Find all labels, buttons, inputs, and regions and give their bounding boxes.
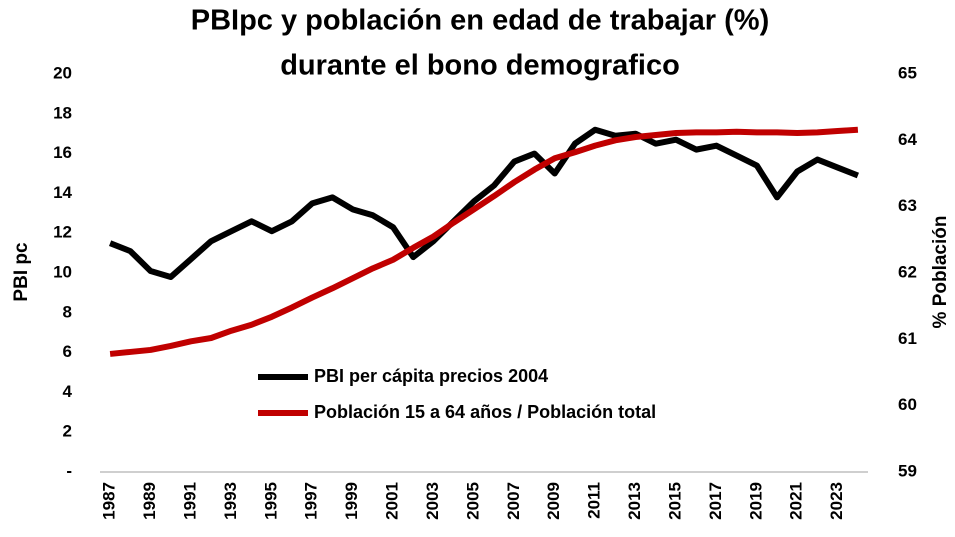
x-tick-label: 2021	[787, 482, 806, 520]
y-tick-label: 14	[53, 183, 72, 202]
x-tick-label: 2023	[827, 482, 846, 520]
chart-title: PBIpc y población en edad de trabajar (%…	[191, 5, 770, 37]
chart-title: durante el bono demografico	[280, 50, 680, 82]
legend-label: Población 15 a 64 años / Población total	[314, 402, 656, 422]
y-tick-label: 2	[63, 422, 72, 441]
x-tick-label: 1989	[140, 482, 159, 520]
x-tick-label: 2003	[423, 482, 442, 520]
y-tick-label: 20	[53, 63, 72, 82]
y-tick-label: 10	[53, 262, 72, 281]
y-tick-label: 12	[53, 223, 72, 242]
y2-tick-label: 64	[898, 130, 917, 149]
x-tick-label: 1995	[261, 482, 280, 520]
x-tick-label: 1987	[100, 482, 119, 520]
y-tick-label: 16	[53, 143, 72, 162]
series-line	[109, 126, 859, 280]
series-line	[109, 126, 859, 357]
legend-label: PBI per cápita precios 2004	[314, 366, 548, 386]
y2-tick-label: 65	[898, 63, 917, 82]
x-tick-label: 2011	[585, 482, 604, 519]
y-tick-label: -	[66, 461, 72, 480]
y-tick-label: 4	[63, 382, 73, 401]
y-tick-label: 8	[63, 302, 72, 321]
x-tick-label: 2017	[706, 482, 725, 520]
y2-tick-label: 59	[898, 461, 917, 480]
y2-tick-label: 60	[898, 395, 917, 414]
y-tick-label: 18	[53, 103, 72, 122]
y2-axis-label: % Población	[930, 216, 951, 329]
x-tick-label: 2005	[463, 482, 482, 520]
x-tick-label: 1993	[221, 482, 240, 520]
y2-tick-label: 63	[898, 196, 917, 215]
x-tick-label: 1999	[342, 482, 361, 520]
x-tick-label: 2015	[665, 482, 684, 520]
x-tick-label: 1997	[302, 482, 321, 520]
x-tick-label: 2001	[383, 482, 402, 520]
y-tick-label: 6	[63, 342, 72, 361]
y-axis-label: PBI pc	[11, 242, 32, 302]
x-tick-label: 1991	[180, 482, 199, 520]
y2-tick-label: 62	[898, 262, 917, 281]
x-tick-label: 2013	[625, 482, 644, 520]
x-tick-label: 2007	[504, 482, 523, 520]
y2-tick-label: 61	[898, 329, 917, 348]
x-tick-label: 2019	[746, 482, 765, 520]
x-tick-label: 2009	[544, 482, 563, 520]
